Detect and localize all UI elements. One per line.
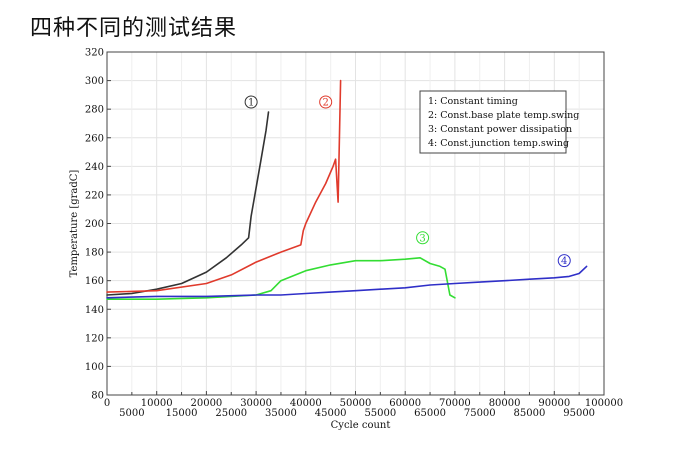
y-tick-label: 80 — [91, 391, 104, 402]
x-tick-label-upper: 90000 — [538, 398, 570, 409]
x-tick-label-upper: 100000 — [585, 398, 623, 409]
x-tick-label-upper: 30000 — [240, 398, 272, 409]
y-tick-label: 280 — [85, 105, 104, 116]
series-line-4 — [106, 265, 588, 299]
x-tick-label-lower: 55000 — [364, 408, 396, 419]
series-marker-label-2: 2 — [322, 98, 328, 109]
legend-box — [419, 90, 567, 154]
x-tick-label-upper: 60000 — [389, 398, 421, 409]
series-line-2 — [106, 79, 342, 293]
x-tick-label-lower: 95000 — [563, 408, 595, 419]
y-tick-label: 220 — [85, 190, 104, 201]
x-tick-label-upper: 40000 — [290, 398, 322, 409]
y-tick-label: 100 — [85, 362, 104, 373]
x-tick-label-lower: 85000 — [514, 408, 546, 419]
x-axis-title: Cycle count — [331, 420, 391, 431]
x-tick-label-lower: 35000 — [265, 408, 297, 419]
y-tick-label: 320 — [85, 48, 104, 59]
x-tick-label-lower: 75000 — [464, 408, 496, 419]
y-tick-label: 120 — [85, 333, 104, 344]
legend-entry: 2: Const.base plate temp.swing — [428, 110, 579, 121]
x-tick-label-lower: 5000 — [119, 408, 144, 419]
series-line-1 — [106, 111, 270, 296]
series-marker-circle-4 — [557, 254, 571, 268]
x-tick-label-upper: 10000 — [141, 398, 173, 409]
y-tick-label: 180 — [85, 248, 104, 259]
x-tick-label-upper: 50000 — [340, 398, 372, 409]
x-tick-label-upper: 80000 — [489, 398, 521, 409]
slide-title: 四种不同的测试结果 — [30, 16, 238, 41]
x-tick-label-upper: 20000 — [190, 398, 222, 409]
y-tick-label: 260 — [85, 133, 104, 144]
series-marker-label-4: 4 — [561, 256, 567, 267]
y-axis-title: Temperature [gradC] — [69, 170, 80, 278]
series-marker-circle-1 — [244, 95, 258, 109]
y-tick-label: 200 — [85, 219, 104, 230]
series-lines — [106, 79, 588, 301]
series-marker-circle-2 — [319, 95, 333, 109]
axis-ticks: 80 100 120 140 160 180 200 220 240 260 280 300 320 0 1… — [85, 48, 623, 420]
legend-entry: 1: Constant timing — [428, 96, 518, 107]
x-tick-label-lower: 45000 — [315, 408, 347, 419]
x-tick-label-upper: 0 — [104, 398, 110, 409]
legend: 1: Constant timing 2: Const.base plate te… — [419, 90, 579, 154]
y-tick-label: 240 — [85, 162, 104, 173]
y-tick-label: 140 — [85, 305, 104, 316]
y-tick-label: 160 — [85, 276, 104, 287]
y-tick-label: 300 — [85, 76, 104, 87]
series-markers: 1 2 3 4 — [244, 95, 571, 268]
series-marker-label-3: 3 — [419, 233, 425, 244]
series-marker-circle-3 — [416, 231, 430, 245]
series-marker-label-1: 1 — [248, 98, 254, 109]
legend-entry: 4: Const.junction temp.swing — [428, 138, 569, 149]
x-tick-label-lower: 65000 — [414, 408, 446, 419]
x-tick-label-upper: 70000 — [439, 398, 471, 409]
x-tick-label-lower: 25000 — [215, 408, 247, 419]
x-tick-label-lower: 15000 — [166, 408, 198, 419]
legend-entry: 3: Constant power dissipation — [428, 124, 572, 135]
